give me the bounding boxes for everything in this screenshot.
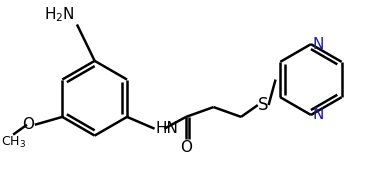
Text: O: O (180, 140, 192, 156)
Text: N: N (313, 37, 324, 52)
Text: N: N (313, 107, 324, 122)
Text: CH$_3$: CH$_3$ (1, 135, 26, 150)
Text: HN: HN (156, 121, 178, 136)
Text: S: S (257, 96, 268, 114)
Text: H$_2$N: H$_2$N (44, 5, 75, 23)
Text: O: O (22, 117, 34, 132)
